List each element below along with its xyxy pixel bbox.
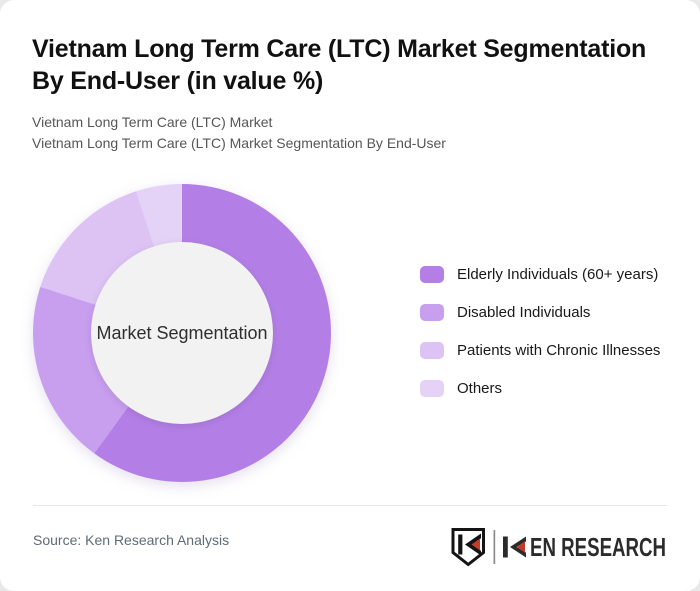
legend-item-disabled[interactable]: Disabled Individuals bbox=[420, 304, 660, 321]
chart-subtitles: Vietnam Long Term Care (LTC) Market Viet… bbox=[32, 112, 668, 154]
legend-item-others[interactable]: Others bbox=[420, 380, 660, 397]
legend-label: Disabled Individuals bbox=[457, 304, 591, 321]
logo-brand-text: EN RESEARCH bbox=[530, 532, 666, 562]
legend-item-elderly[interactable]: Elderly Individuals (60+ years) bbox=[420, 266, 660, 283]
donut-chart[interactable]: Market Segmentation bbox=[33, 184, 331, 482]
legend-swatch-icon bbox=[420, 266, 444, 283]
donut-center-label: Market Segmentation bbox=[96, 322, 268, 343]
legend-swatch-icon bbox=[420, 304, 444, 321]
subtitle-line-1: Vietnam Long Term Care (LTC) Market bbox=[32, 114, 273, 130]
subtitle-line-2: Vietnam Long Term Care (LTC) Market Segm… bbox=[32, 135, 446, 151]
footer-divider bbox=[33, 505, 667, 506]
ken-research-logo: EN RESEARCH bbox=[451, 528, 666, 567]
page-title: Vietnam Long Term Care (LTC) Market Segm… bbox=[32, 35, 647, 95]
legend-swatch-icon bbox=[420, 342, 444, 359]
legend-item-chronic[interactable]: Patients with Chronic Illnesses bbox=[420, 342, 660, 359]
source-note: Source: Ken Research Analysis bbox=[33, 532, 230, 548]
legend-label: Patients with Chronic Illnesses bbox=[457, 342, 661, 359]
ken-research-shield-icon bbox=[451, 528, 485, 567]
donut-hole: Market Segmentation bbox=[91, 242, 273, 424]
legend-label: Elderly Individuals (60+ years) bbox=[457, 266, 659, 283]
logo-wordmark: EN RESEARCH bbox=[503, 532, 666, 562]
legend-swatch-icon bbox=[420, 380, 444, 397]
chart-legend: Elderly Individuals (60+ years) Disabled… bbox=[420, 266, 660, 418]
legend-label: Others bbox=[457, 380, 503, 397]
header: Vietnam Long Term Care (LTC) Market Segm… bbox=[0, 0, 700, 154]
logo-separator bbox=[493, 530, 496, 564]
